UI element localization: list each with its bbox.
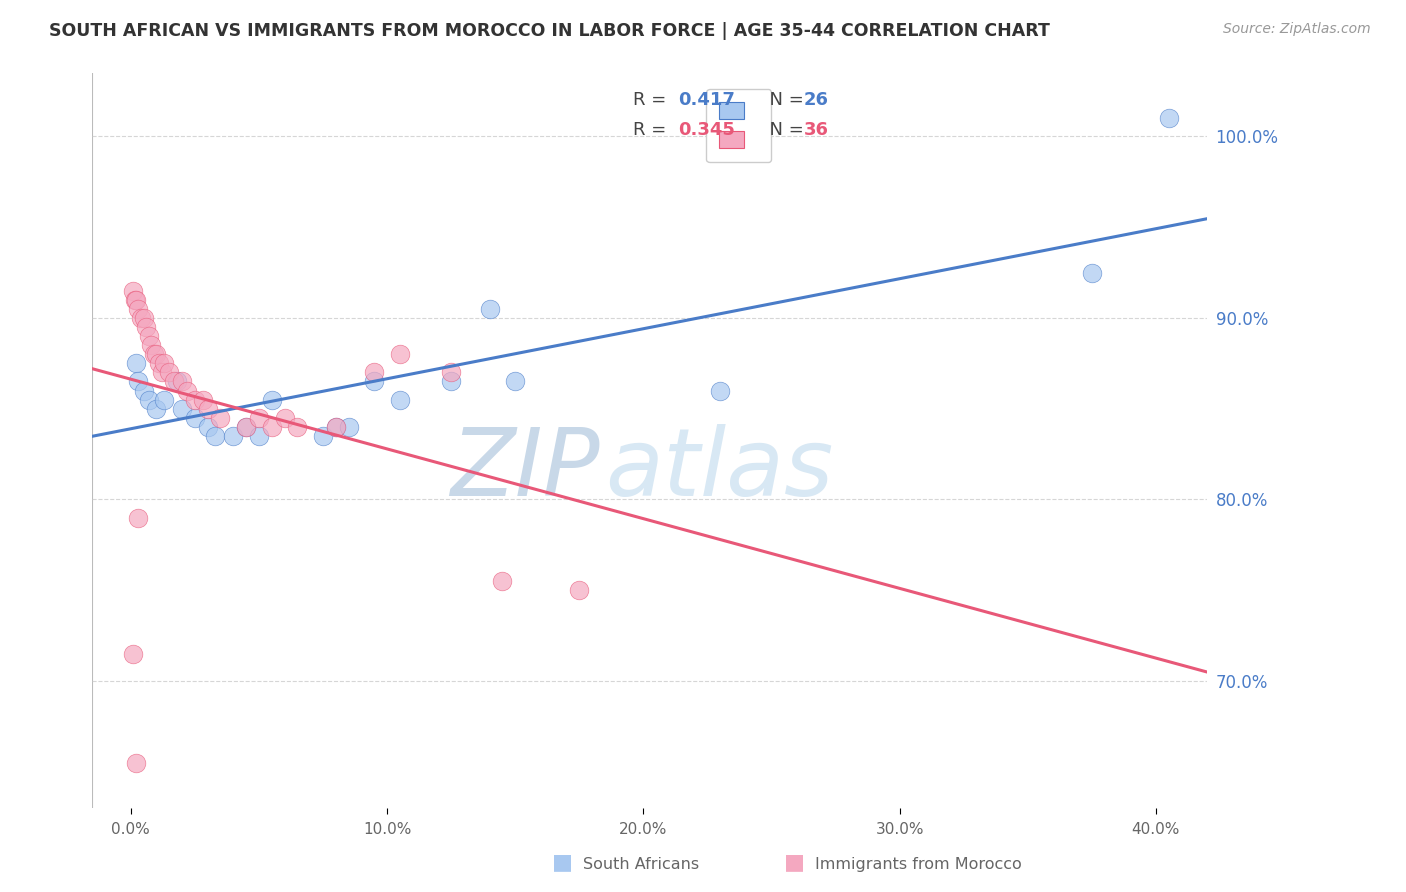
Point xyxy=(148,356,170,370)
Point xyxy=(209,410,232,425)
Point xyxy=(142,347,165,361)
Point xyxy=(388,347,411,361)
Point xyxy=(150,366,173,380)
Point xyxy=(491,574,513,588)
Point xyxy=(138,329,160,343)
Text: 0.345: 0.345 xyxy=(678,120,734,139)
Point xyxy=(325,420,347,434)
Point xyxy=(260,420,283,434)
Text: 26: 26 xyxy=(804,91,828,110)
Point xyxy=(312,429,335,443)
Legend: , : , xyxy=(706,89,772,162)
Point xyxy=(145,347,167,361)
Point xyxy=(132,310,155,325)
Point xyxy=(363,366,385,380)
Point xyxy=(163,375,186,389)
Point xyxy=(170,375,193,389)
Point xyxy=(127,375,149,389)
Point xyxy=(141,338,163,352)
Point xyxy=(166,375,188,389)
Point xyxy=(709,384,731,398)
Point xyxy=(125,293,148,307)
Point xyxy=(440,375,463,389)
Text: 36: 36 xyxy=(804,120,828,139)
Point xyxy=(197,401,219,416)
Point xyxy=(197,420,219,434)
Point xyxy=(176,384,198,398)
Point xyxy=(440,366,463,380)
Point xyxy=(122,284,145,298)
Point xyxy=(122,647,145,661)
Point xyxy=(157,366,180,380)
Point xyxy=(127,510,149,524)
Point xyxy=(145,401,167,416)
Point xyxy=(247,429,270,443)
Point xyxy=(1081,266,1104,280)
Text: South Africans: South Africans xyxy=(583,857,700,872)
Point xyxy=(235,420,257,434)
Point xyxy=(184,392,207,407)
Text: R =: R = xyxy=(633,91,672,110)
Point xyxy=(191,392,214,407)
Point xyxy=(325,420,347,434)
Point xyxy=(129,310,152,325)
Point xyxy=(153,356,176,370)
Point xyxy=(184,410,207,425)
Point xyxy=(247,410,270,425)
Point xyxy=(170,401,193,416)
Point xyxy=(132,384,155,398)
Point xyxy=(388,392,411,407)
Text: N =: N = xyxy=(758,91,810,110)
Text: SOUTH AFRICAN VS IMMIGRANTS FROM MOROCCO IN LABOR FORCE | AGE 35-44 CORRELATION : SOUTH AFRICAN VS IMMIGRANTS FROM MOROCCO… xyxy=(49,22,1050,40)
Text: atlas: atlas xyxy=(605,425,834,516)
Point xyxy=(124,293,146,307)
Point xyxy=(260,392,283,407)
Point xyxy=(153,392,176,407)
Point xyxy=(478,301,501,316)
Point xyxy=(285,420,308,434)
Point xyxy=(127,301,149,316)
Text: Source: ZipAtlas.com: Source: ZipAtlas.com xyxy=(1223,22,1371,37)
Text: ■: ■ xyxy=(553,853,572,872)
Point xyxy=(568,583,591,598)
Point xyxy=(138,392,160,407)
Point xyxy=(363,375,385,389)
Point xyxy=(1157,112,1180,126)
Point xyxy=(135,320,157,334)
Point xyxy=(204,429,226,443)
Point xyxy=(125,756,148,770)
Text: Immigrants from Morocco: Immigrants from Morocco xyxy=(815,857,1022,872)
Point xyxy=(503,375,526,389)
Text: ZIP: ZIP xyxy=(450,425,599,516)
Point xyxy=(125,356,148,370)
Text: N =: N = xyxy=(758,120,810,139)
Point xyxy=(337,420,360,434)
Text: 0.417: 0.417 xyxy=(678,91,734,110)
Point xyxy=(222,429,245,443)
Point xyxy=(235,420,257,434)
Text: ■: ■ xyxy=(785,853,804,872)
Point xyxy=(273,410,295,425)
Text: R =: R = xyxy=(633,120,672,139)
